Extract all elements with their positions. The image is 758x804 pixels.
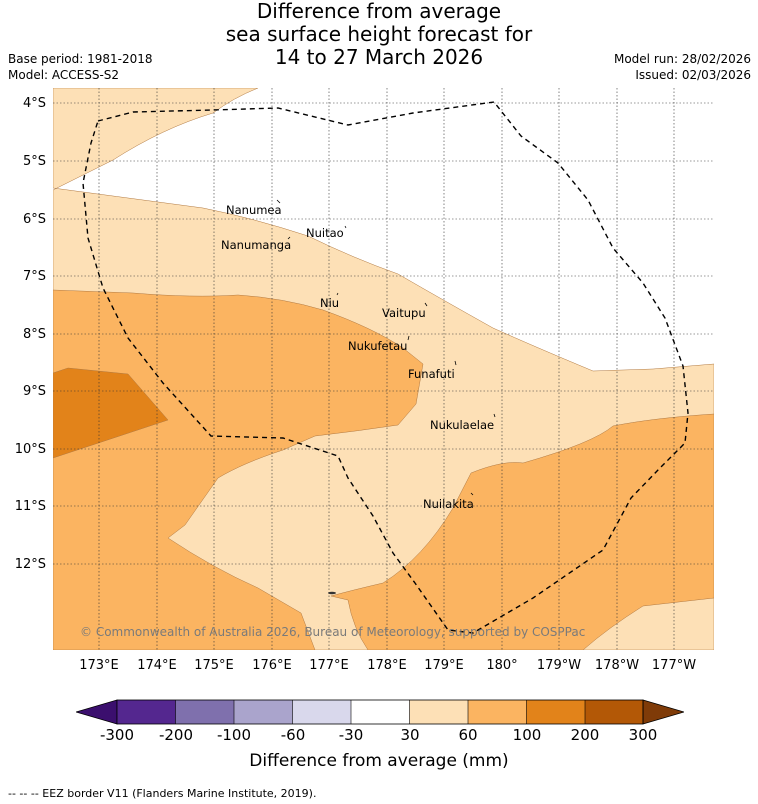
colorbar-segment-8 bbox=[585, 700, 643, 724]
contour-100-200 bbox=[53, 367, 169, 459]
place-niu: Niu bbox=[320, 296, 340, 310]
place-nanumea: Nanumea bbox=[226, 203, 282, 217]
colorbar-segment-5 bbox=[409, 700, 468, 724]
colorbar-segment-1 bbox=[175, 700, 234, 724]
model-name: Model: ACCESS-S2 bbox=[8, 68, 120, 82]
small-island bbox=[328, 591, 336, 595]
colorbar-segment-2 bbox=[234, 700, 293, 724]
title-line-2: sea surface height forecast for bbox=[225, 22, 533, 46]
lat-label-5s: 5°S bbox=[22, 154, 46, 169]
colorbar-segment-0 bbox=[117, 700, 176, 724]
colorbar-segment-3 bbox=[292, 700, 351, 724]
colorbar-tick-0: -300 bbox=[99, 726, 135, 744]
colorbar-over-arrow bbox=[642, 699, 684, 725]
lon-label-179w: 179°W bbox=[536, 658, 582, 673]
lat-label-11s: 11°S bbox=[14, 499, 46, 514]
colorbar-tick-2: -100 bbox=[216, 726, 252, 744]
lon-label-176e: 176°E bbox=[252, 658, 292, 673]
gridlines bbox=[53, 88, 714, 650]
colorbar-tick-5: 30 bbox=[400, 726, 420, 744]
copyright-notice: © Commonwealth of Australia 2026, Bureau… bbox=[80, 625, 586, 639]
lat-label-6s: 6°S bbox=[22, 212, 46, 227]
lat-label-12s: 12°S bbox=[14, 557, 46, 572]
colorbar-under-arrow bbox=[76, 699, 118, 725]
issued-date: Issued: 02/03/2026 bbox=[635, 68, 751, 82]
lon-label-175e: 175°E bbox=[194, 658, 234, 673]
colorbar-tick-9: 300 bbox=[628, 726, 658, 744]
colorbar-tick-6: 60 bbox=[458, 726, 478, 744]
place-nuitao: Nuitao bbox=[306, 226, 344, 240]
colorbar-tick-3: -60 bbox=[280, 726, 306, 744]
place-nuilakita: Nuilakita bbox=[423, 497, 474, 511]
colorbar-tick-1: -200 bbox=[158, 726, 194, 744]
lat-label-8s: 8°S bbox=[22, 327, 46, 342]
contour-60-100-east bbox=[330, 413, 714, 650]
eez-legend: -- -- -- EEZ border V11 (Flanders Marine… bbox=[8, 787, 317, 800]
contour-60-100-west bbox=[53, 289, 424, 650]
colorbar-tick-7: 100 bbox=[512, 726, 542, 744]
lon-label-173e: 173°E bbox=[79, 658, 119, 673]
lat-label-10s: 10°S bbox=[14, 442, 46, 457]
lat-label-4s: 4°S bbox=[22, 96, 46, 111]
lat-label-9s: 9°S bbox=[22, 384, 46, 399]
colorbar bbox=[76, 699, 684, 725]
map-plot bbox=[53, 88, 714, 650]
chart-title: Difference from average sea surface heig… bbox=[0, 0, 758, 69]
colorbar-tick-4: -30 bbox=[338, 726, 364, 744]
eez-border bbox=[82, 101, 689, 634]
model-run: Model run: 28/02/2026 bbox=[613, 52, 751, 66]
colorbar-segment-4 bbox=[351, 700, 410, 724]
place-vaitupu: Vaitupu bbox=[382, 306, 426, 320]
title-line-1: Difference from average bbox=[256, 0, 502, 23]
island-marks bbox=[276, 199, 496, 496]
lon-label-177w: 177°W bbox=[651, 658, 697, 673]
colorbar-title: Difference from average (mm) bbox=[249, 751, 509, 771]
colorbar-segment-6 bbox=[468, 700, 527, 724]
lat-label-7s: 7°S bbox=[22, 269, 46, 284]
lon-label-180: 180° bbox=[486, 658, 518, 673]
lon-label-174e: 174°E bbox=[137, 658, 177, 673]
place-nukufetau: Nukufetau bbox=[348, 339, 408, 353]
place-funafuti: Funafuti bbox=[408, 367, 455, 381]
lon-label-179e: 179°E bbox=[424, 658, 464, 673]
lon-label-178e: 178°E bbox=[367, 658, 407, 673]
place-nanumanga: Nanumanga bbox=[221, 238, 292, 252]
lon-label-177e: 177°E bbox=[309, 658, 349, 673]
place-nukulaelae: Nukulaelae bbox=[430, 418, 495, 432]
lon-label-178w: 178°W bbox=[594, 658, 640, 673]
colorbar-segment-7 bbox=[526, 700, 585, 724]
base-period: Base period: 1981-2018 bbox=[8, 52, 153, 66]
title-line-3: 14 to 27 March 2026 bbox=[274, 45, 484, 69]
colorbar-tick-8: 200 bbox=[570, 726, 600, 744]
